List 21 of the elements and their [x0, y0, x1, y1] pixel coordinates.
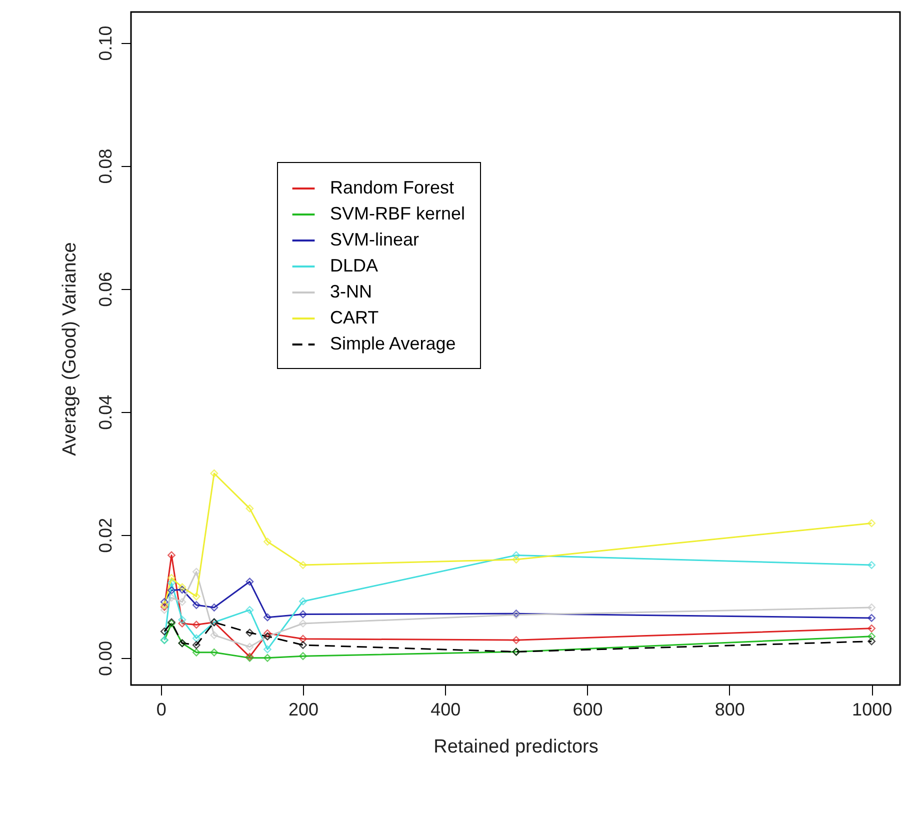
legend-label: SVM-linear [330, 230, 420, 250]
y-tick-label: 0.08 [96, 148, 116, 184]
x-tick-label: 200 [288, 700, 319, 720]
x-axis-title: Retained predictors [434, 736, 598, 758]
y-axis-title: Average (Good) Variance [60, 242, 80, 456]
x-tick-label: 400 [430, 700, 461, 720]
x-tick-label: 1000 [852, 700, 892, 720]
y-tick-label: 0.00 [96, 640, 116, 676]
y-tick-label: 0.06 [96, 272, 116, 307]
y-tick-label: 0.10 [96, 26, 116, 61]
legend-label: Random Forest [330, 178, 454, 198]
legend-label: CART [330, 308, 379, 328]
legend-label: SVM-RBF kernel [330, 204, 466, 224]
x-tick-label: 0 [156, 700, 166, 720]
legend-label: DLDA [330, 256, 378, 276]
legend-label: Simple Average [330, 334, 456, 354]
x-tick-label: 600 [572, 700, 603, 720]
y-tick-label: 0.02 [96, 518, 116, 553]
x-tick-label: 800 [714, 700, 745, 720]
legend-label: 3-NN [330, 282, 372, 302]
y-tick-label: 0.04 [96, 394, 116, 430]
